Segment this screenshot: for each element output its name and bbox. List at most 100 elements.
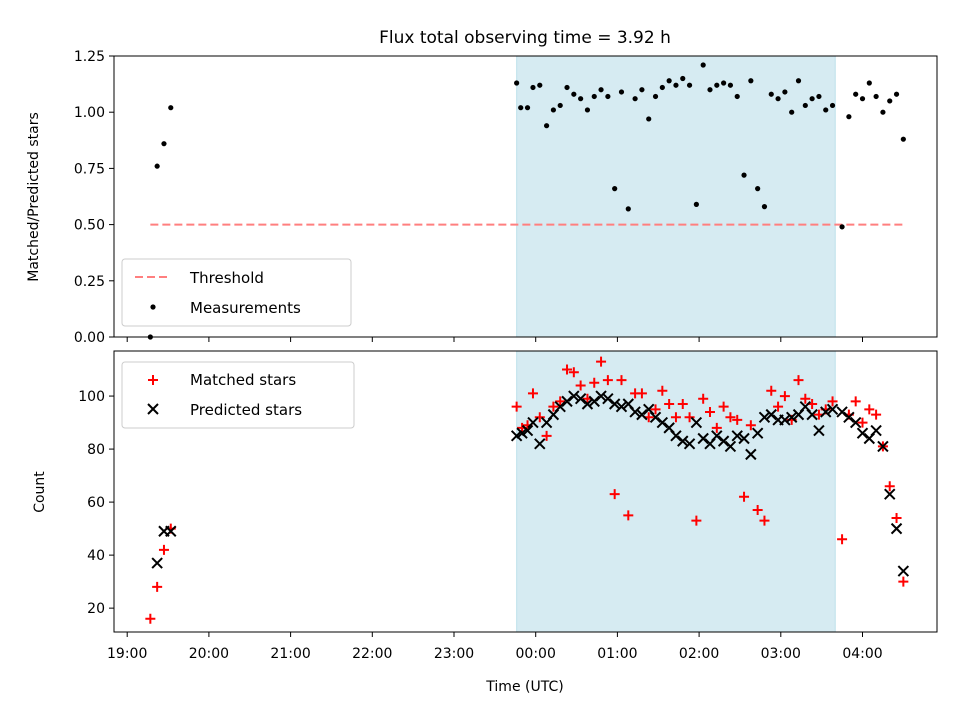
matched-star-point (864, 404, 875, 415)
matched-star-point (568, 367, 579, 378)
measurement-point (612, 186, 618, 192)
predicted-star-point (856, 427, 869, 439)
predicted-star-point (629, 406, 641, 418)
measurement-point (768, 91, 774, 97)
measurement-point (564, 84, 570, 91)
matched-star-point (636, 388, 647, 399)
measurement-point (543, 123, 550, 129)
matched-star-point (752, 505, 763, 516)
matched-star-point (773, 401, 784, 412)
measurement-point (761, 204, 768, 210)
bottom-ytick-label: 80 (87, 442, 105, 458)
bottom-axes: 20 40 60 80 100 19:00 20:00 21:00 22:00 23:00 00:0… (78, 350, 938, 662)
matched-star-point (657, 385, 668, 396)
predicted-star-point (745, 448, 757, 461)
matched-star-point (759, 515, 770, 526)
predicted-star-point (711, 430, 723, 442)
matched-star-point (850, 396, 861, 407)
predicted-star-point (561, 395, 573, 408)
measurement-point (700, 62, 706, 68)
matched-star-point (158, 544, 169, 555)
matched-star-point (534, 412, 545, 423)
matched-star-point (145, 613, 156, 624)
measurement-point (829, 102, 836, 109)
top-ytick-label: 1.25 (74, 49, 105, 65)
measurement-point (591, 93, 597, 100)
predicted-star-point (731, 430, 743, 442)
measurement-point (686, 82, 693, 88)
predicted-star-point (820, 406, 832, 418)
predicted-star-point (826, 403, 839, 416)
measurement-point (802, 102, 808, 109)
measurement-point (809, 96, 815, 102)
matched-star-point (857, 417, 868, 428)
measurement-point (680, 75, 686, 82)
matched-star-point (711, 422, 722, 433)
x-axis-label: Time (UTC) (485, 679, 563, 695)
predicted-star-point (574, 393, 587, 405)
measurement-point (816, 93, 822, 100)
measurement-point (618, 89, 625, 95)
measurement-point (748, 78, 754, 84)
measurement-point (659, 84, 665, 91)
measurement-point (707, 87, 713, 93)
matched-star-point (616, 375, 627, 386)
measurement-point (893, 91, 900, 97)
predicted-star-point (738, 432, 750, 445)
predicted-star-point (849, 416, 862, 429)
top-ytick-label: 1.00 (74, 105, 105, 121)
bottom-xtick-label: 03:00 (761, 646, 801, 662)
matched-star-point (670, 412, 681, 423)
predicted-star-point (758, 411, 771, 423)
legend-matched-label: Matched stars (190, 371, 296, 389)
bottom-xtick-label: 21:00 (270, 646, 310, 662)
top-ylabel: Matched/Predicted stars (26, 112, 42, 282)
matched-star-point (589, 377, 600, 388)
matched-star-point (152, 581, 163, 592)
predicted-star-point (690, 416, 703, 429)
predicted-star-point (165, 525, 177, 537)
bottom-ylabel: Count (32, 471, 48, 513)
predicted-star-point (717, 435, 730, 447)
matched-star-point (827, 396, 838, 407)
matched-star-point (718, 401, 729, 412)
matched-star-point (898, 576, 909, 587)
matched-star-point (541, 430, 552, 441)
predicted-star-point (870, 424, 882, 437)
matched-star-point (704, 406, 715, 417)
bottom-xtick-label: 02:00 (679, 646, 719, 662)
measurement-point (839, 224, 845, 230)
measurement-point (578, 96, 584, 102)
bottom-ytick-label: 60 (87, 495, 105, 511)
measurement-point (168, 105, 174, 111)
matched-star-point (677, 399, 688, 410)
predicted-star-point (751, 427, 764, 439)
predicted-star-point (813, 424, 825, 437)
shaded-span (516, 55, 836, 338)
predicted-star-point (516, 427, 528, 439)
matched-star-point (609, 489, 620, 500)
predicted-star-point (151, 557, 163, 569)
predicted-star-point (724, 440, 737, 453)
measurement-point (605, 93, 611, 100)
matched-star-point (871, 409, 882, 420)
predicted-star-point (510, 430, 523, 442)
legend-threshold-label: Threshold (189, 269, 264, 287)
measurement-point (873, 93, 879, 100)
predicted-star-point (785, 411, 798, 423)
matched-star-point (745, 420, 756, 431)
predicted-star-point (884, 488, 896, 500)
legend-box (121, 258, 352, 327)
matched-star-point (555, 396, 566, 407)
measurement-point (721, 80, 727, 86)
measurement-point (673, 82, 679, 88)
top-ytick-label: 0.50 (74, 218, 105, 234)
measurement-point (598, 87, 604, 93)
matched-star-point (623, 510, 634, 521)
matched-star-point (725, 412, 736, 423)
measurement-point (823, 107, 829, 113)
matched-star-point (779, 391, 790, 402)
measurement-point (625, 206, 631, 212)
predicted-star-point (890, 522, 903, 535)
